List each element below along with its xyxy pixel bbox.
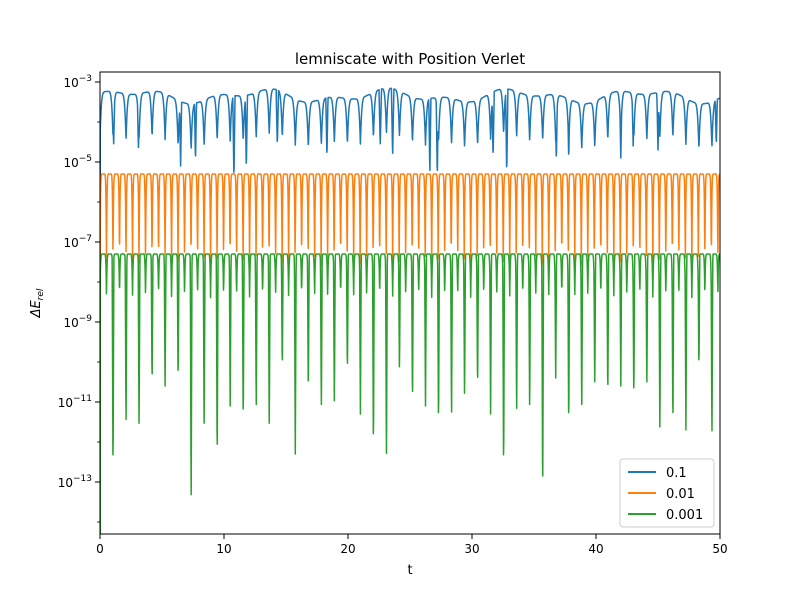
legend-box xyxy=(619,458,715,528)
y-tick-label: 10−11 xyxy=(58,394,92,410)
y-tick-label: 10−7 xyxy=(63,234,92,250)
chart-title: lemniscate with Position Verlet xyxy=(295,50,525,68)
y-tick-label: 10−9 xyxy=(63,314,92,330)
y-tick-label: 10−3 xyxy=(63,74,92,90)
x-tick-label: 30 xyxy=(464,542,479,556)
legend-label: 0.01 xyxy=(666,487,695,502)
x-tick-label: 40 xyxy=(588,542,603,556)
y-tick-label: 10−5 xyxy=(63,154,92,170)
y-tick-label: 10−13 xyxy=(58,474,92,490)
legend-label: 0.1 xyxy=(666,466,687,481)
series-layer xyxy=(100,87,720,534)
legend-label: 0.001 xyxy=(666,508,703,523)
series-line-0.001 xyxy=(100,253,720,534)
legend: 0.1 0.01 0.001 xyxy=(619,458,715,528)
x-tick-label: 10 xyxy=(216,542,231,556)
x-tick-label: 0 xyxy=(96,542,104,556)
x-tick-label: 20 xyxy=(340,542,355,556)
x-tick-label: 50 xyxy=(712,542,727,556)
axes-layer: 0 10 20 30 40 50 10−3 10−5 10−7 10−9 10−11 10−13 xyxy=(58,74,728,556)
plot-frame xyxy=(99,71,721,535)
series-line-0.01 xyxy=(100,173,720,534)
series-line-0.1 xyxy=(100,87,720,534)
x-axis-label: t xyxy=(407,563,412,578)
